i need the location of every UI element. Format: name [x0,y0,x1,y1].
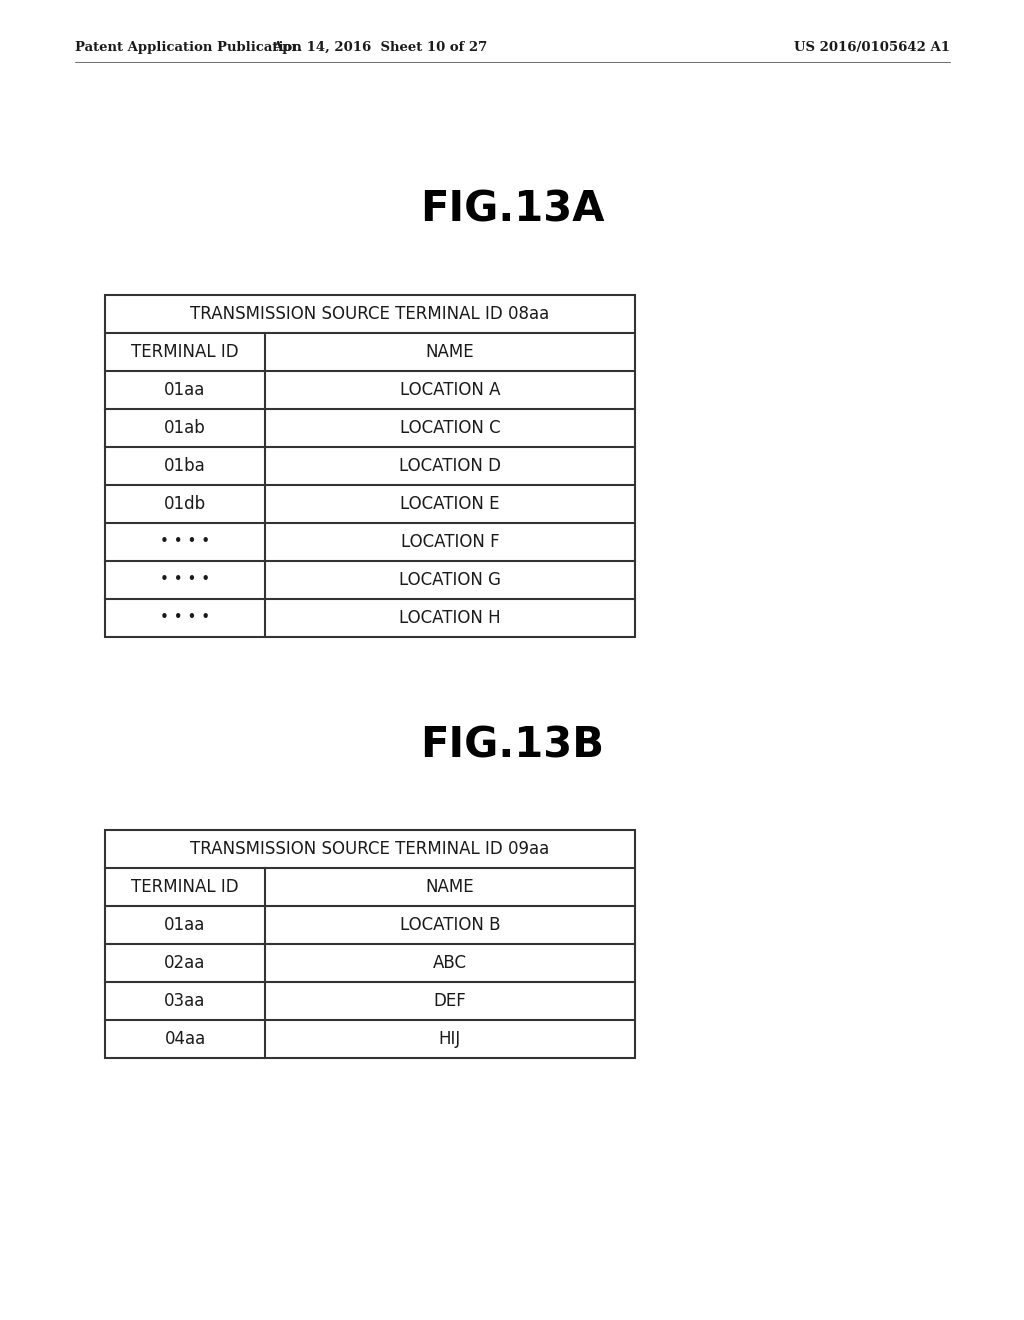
Text: 04aa: 04aa [165,1030,206,1048]
Text: 01ab: 01ab [164,418,206,437]
Bar [105,830,635,1059]
Text: • • • •: • • • • [160,610,210,626]
Text: LOCATION G: LOCATION G [399,572,501,589]
Text: US 2016/0105642 A1: US 2016/0105642 A1 [794,41,950,54]
Text: 01ba: 01ba [164,457,206,475]
Text: LOCATION F: LOCATION F [400,533,500,550]
Text: LOCATION E: LOCATION E [400,495,500,513]
Text: TERMINAL ID: TERMINAL ID [131,878,239,896]
Text: NAME: NAME [426,878,474,896]
Text: FIG.13A: FIG.13A [420,189,604,231]
Text: LOCATION C: LOCATION C [399,418,501,437]
Text: Apr. 14, 2016  Sheet 10 of 27: Apr. 14, 2016 Sheet 10 of 27 [272,41,487,54]
Text: 02aa: 02aa [164,954,206,972]
Text: Patent Application Publication: Patent Application Publication [75,41,302,54]
Text: • • • •: • • • • [160,535,210,549]
Text: LOCATION B: LOCATION B [399,916,501,935]
Text: HIJ: HIJ [439,1030,461,1048]
Text: NAME: NAME [426,343,474,360]
Text: TRANSMISSION SOURCE TERMINAL ID 09aa: TRANSMISSION SOURCE TERMINAL ID 09aa [190,840,550,858]
Text: TERMINAL ID: TERMINAL ID [131,343,239,360]
Text: FIG.13B: FIG.13B [420,723,604,766]
Text: 01aa: 01aa [164,381,206,399]
Text: TRANSMISSION SOURCE TERMINAL ID 08aa: TRANSMISSION SOURCE TERMINAL ID 08aa [190,305,550,323]
Text: 03aa: 03aa [164,993,206,1010]
Text: • • • •: • • • • [160,573,210,587]
Bar [105,294,635,638]
Text: ABC: ABC [433,954,467,972]
Text: LOCATION H: LOCATION H [399,609,501,627]
Text: LOCATION D: LOCATION D [399,457,501,475]
Text: 01db: 01db [164,495,206,513]
Text: LOCATION A: LOCATION A [399,381,501,399]
Text: 01aa: 01aa [164,916,206,935]
Text: DEF: DEF [433,993,466,1010]
